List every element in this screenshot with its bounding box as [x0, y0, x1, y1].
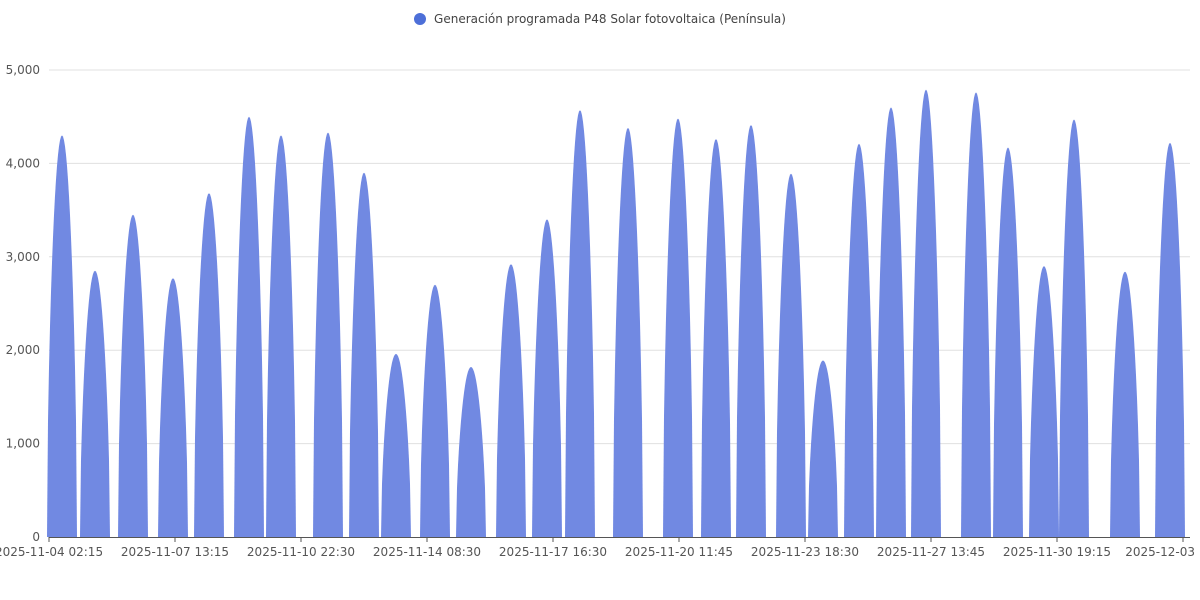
area-day-2025-11-30: [1029, 266, 1059, 537]
area-day-2025-11-08: [194, 193, 224, 538]
area-day-2025-11-24: [808, 360, 838, 537]
area-day-2025-11-10: [266, 135, 296, 537]
area-day-2025-11-04: [47, 135, 77, 537]
x-tick-label: 2025-11-23 18:30: [751, 545, 859, 559]
x-tick-label: 2025-11-10 22:30: [247, 545, 355, 559]
x-tick-label: 2025-12-03: [1125, 545, 1195, 559]
area-day-2025-11-28: [961, 92, 991, 538]
area-day-2025-11-23: [776, 173, 806, 537]
area-day-2025-12-03: [1155, 142, 1185, 537]
legend[interactable]: Generación programada P48 Solar fotovolt…: [0, 12, 1200, 26]
area-day-2025-11-16: [496, 264, 526, 537]
area-day-2025-11-05: [80, 270, 110, 537]
area-day-2025-11-11: [313, 132, 343, 537]
area-day-2025-11-20: [663, 118, 693, 537]
y-tick-label: 1,000: [6, 437, 40, 451]
y-tick-label: 3,000: [6, 250, 40, 264]
legend-label: Generación programada P48 Solar fotovolt…: [434, 12, 786, 26]
y-tick-label: 4,000: [6, 156, 40, 170]
x-tick-label: 2025-11-27 13:45: [877, 545, 985, 559]
area-day-2025-12-01: [1059, 119, 1089, 537]
area-day-2025-11-13: [381, 353, 411, 537]
legend-dot: [414, 13, 427, 25]
area-day-2025-11-15: [456, 367, 486, 537]
x-tick-label: 2025-11-30 19:15: [1003, 545, 1111, 559]
x-tick-label: 2025-11-04 02:15: [0, 545, 103, 559]
area-day-2025-11-22: [736, 125, 766, 537]
area-day-2025-11-12: [349, 172, 379, 537]
area-day-2025-11-07: [158, 278, 188, 537]
y-tick-label: 2,000: [6, 343, 40, 357]
area-day-2025-11-17: [532, 219, 562, 537]
x-tick-label: 2025-11-07 13:15: [121, 545, 229, 559]
area-day-2025-12-02: [1110, 271, 1140, 537]
area-day-2025-11-18: [565, 110, 595, 537]
area-day-2025-11-09: [234, 116, 264, 537]
y-tick-label: 0: [32, 530, 40, 544]
area-day-2025-11-26: [876, 107, 906, 538]
x-tick-label: 2025-11-20 11:45: [625, 545, 733, 559]
area-day-2025-11-14: [420, 284, 450, 537]
y-tick-label: 5,000: [6, 63, 40, 77]
x-tick-label: 2025-11-14 08:30: [373, 545, 481, 559]
area-day-2025-11-21: [701, 139, 731, 537]
area-day-2025-11-19: [613, 127, 643, 538]
area-day-2025-11-06: [118, 214, 148, 538]
area-day-2025-11-25: [844, 143, 874, 538]
area-day-2025-11-27: [911, 89, 941, 537]
area-day-2025-11-29: [993, 147, 1023, 537]
x-tick-label: 2025-11-17 16:30: [499, 545, 607, 559]
